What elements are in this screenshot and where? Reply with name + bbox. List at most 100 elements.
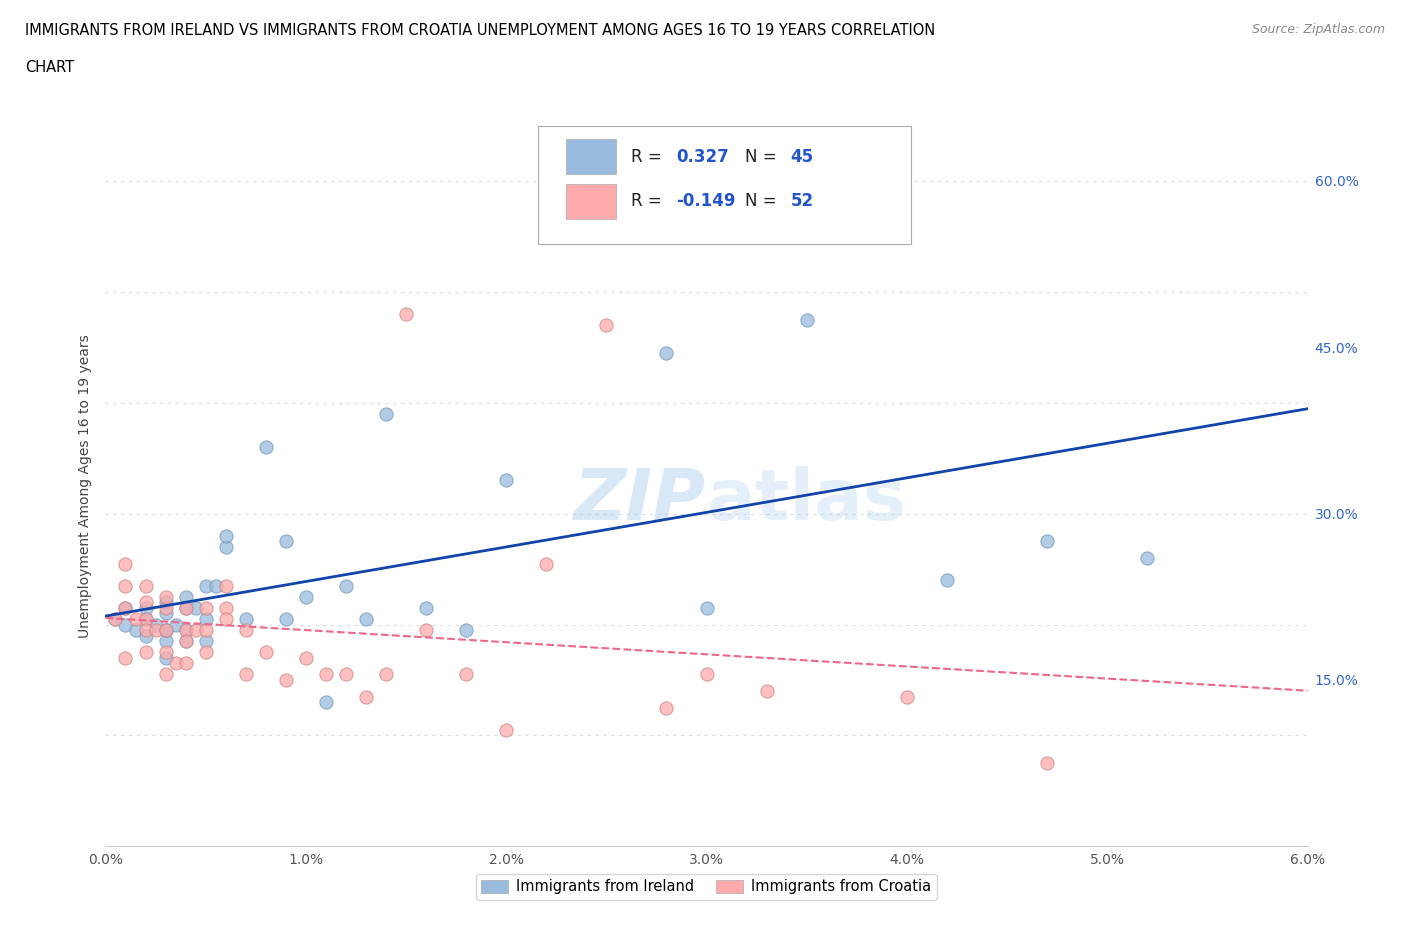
Text: CHART: CHART — [25, 60, 75, 75]
Point — [274, 672, 297, 687]
Point — [114, 618, 136, 632]
Point — [104, 612, 127, 627]
Point — [235, 667, 257, 682]
Text: 45: 45 — [790, 148, 814, 166]
Point — [174, 623, 197, 638]
Point — [495, 723, 517, 737]
Point — [135, 628, 157, 643]
Point — [274, 612, 297, 627]
Point — [194, 578, 217, 593]
Text: 0.327: 0.327 — [676, 148, 730, 166]
Point — [374, 406, 398, 421]
Point — [174, 633, 197, 648]
Point — [335, 667, 357, 682]
Point — [114, 556, 136, 571]
Point — [936, 573, 959, 588]
Text: N =: N = — [745, 148, 776, 166]
Point — [194, 623, 217, 638]
Point — [165, 656, 187, 671]
Point — [214, 612, 236, 627]
Point — [174, 623, 197, 638]
Point — [194, 644, 217, 659]
Point — [415, 601, 437, 616]
Point — [755, 684, 778, 698]
Point — [896, 689, 918, 704]
Point — [174, 633, 197, 648]
Point — [495, 473, 517, 488]
Point — [124, 612, 146, 627]
Text: ZIP: ZIP — [574, 466, 707, 535]
Point — [534, 556, 557, 571]
Point — [135, 644, 157, 659]
Text: IMMIGRANTS FROM IRELAND VS IMMIGRANTS FROM CROATIA UNEMPLOYMENT AMONG AGES 16 TO: IMMIGRANTS FROM IRELAND VS IMMIGRANTS FR… — [25, 23, 935, 38]
Point — [254, 440, 277, 455]
Point — [155, 667, 177, 682]
Point — [124, 623, 146, 638]
Text: R =: R = — [631, 193, 662, 210]
Point — [135, 595, 157, 610]
Point — [114, 601, 136, 616]
FancyBboxPatch shape — [565, 184, 616, 219]
Point — [155, 590, 177, 604]
Point — [135, 612, 157, 627]
Point — [274, 534, 297, 549]
Point — [184, 623, 207, 638]
Point — [696, 667, 718, 682]
Point — [174, 656, 197, 671]
Point — [174, 601, 197, 616]
Point — [696, 601, 718, 616]
Text: N =: N = — [745, 193, 776, 210]
Point — [1036, 756, 1059, 771]
Point — [104, 612, 127, 627]
Point — [135, 612, 157, 627]
Point — [165, 618, 187, 632]
Point — [155, 633, 177, 648]
Point — [155, 623, 177, 638]
Point — [155, 644, 177, 659]
Point — [315, 695, 337, 710]
Text: Source: ZipAtlas.com: Source: ZipAtlas.com — [1251, 23, 1385, 36]
Point — [415, 623, 437, 638]
Point — [235, 612, 257, 627]
Point — [595, 318, 617, 333]
Point — [145, 618, 167, 632]
Text: R =: R = — [631, 148, 662, 166]
Point — [114, 578, 136, 593]
Point — [254, 644, 277, 659]
Point — [235, 623, 257, 638]
Point — [335, 578, 357, 593]
Point — [194, 612, 217, 627]
Point — [135, 623, 157, 638]
Point — [155, 623, 177, 638]
Point — [454, 623, 477, 638]
Point — [796, 312, 818, 327]
Legend: Immigrants from Ireland, Immigrants from Croatia: Immigrants from Ireland, Immigrants from… — [475, 873, 938, 900]
Point — [295, 650, 318, 665]
Point — [155, 606, 177, 621]
Point — [315, 667, 337, 682]
Text: -0.149: -0.149 — [676, 193, 735, 210]
FancyBboxPatch shape — [538, 126, 911, 245]
Point — [155, 601, 177, 616]
Point — [214, 578, 236, 593]
Point — [114, 601, 136, 616]
Point — [655, 345, 678, 360]
Point — [174, 590, 197, 604]
Point — [114, 650, 136, 665]
Point — [1136, 551, 1159, 565]
Point — [214, 601, 236, 616]
Point — [454, 667, 477, 682]
Point — [1036, 534, 1059, 549]
Point — [194, 633, 217, 648]
Point — [295, 590, 318, 604]
Point — [155, 623, 177, 638]
Point — [374, 667, 398, 682]
Point — [595, 223, 617, 238]
Point — [204, 578, 226, 593]
Point — [155, 650, 177, 665]
Text: atlas: atlas — [707, 466, 907, 535]
Point — [655, 700, 678, 715]
Point — [214, 528, 236, 543]
Point — [174, 601, 197, 616]
Point — [354, 689, 377, 704]
